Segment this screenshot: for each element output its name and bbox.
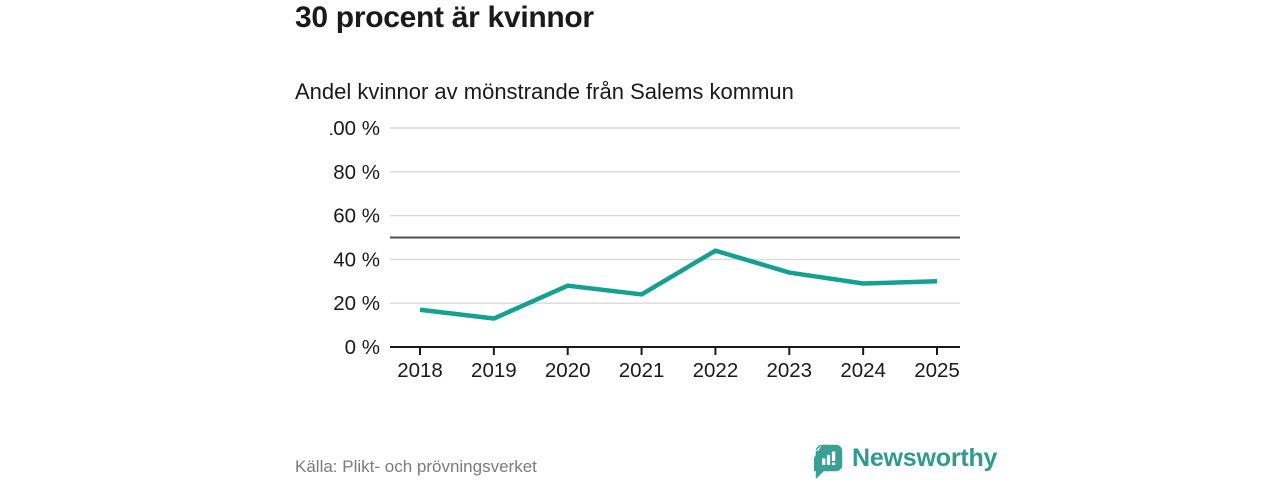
line-chart: 0 % 20 % 40 % 60 % 80 % 100 % 2018 2019 2020 2021… — [330, 117, 960, 382]
x-tick-label: 2019 — [471, 359, 517, 382]
newsworthy-wordmark: Newsworthy — [852, 444, 998, 472]
x-tick-label: 2025 — [914, 359, 960, 382]
x-tick-label: 2022 — [693, 359, 739, 382]
y-tick-label: 100 % — [330, 117, 380, 140]
chart-headline: 30 procent är kvinnor — [295, 1, 594, 34]
chart-subtitle: Andel kvinnor av mönstrande från Salems … — [295, 79, 794, 104]
source-attribution: Källa: Plikt- och prövningsverket — [295, 457, 537, 476]
x-tick-label: 2024 — [840, 359, 886, 382]
y-tick-label: 60 % — [333, 205, 380, 228]
x-tick-label: 2021 — [619, 359, 665, 382]
x-tick-label: 2020 — [545, 359, 591, 382]
x-tick-label: 2023 — [766, 359, 812, 382]
newsworthy-logo: Newsworthy — [814, 443, 997, 480]
x-tick-label: 2018 — [397, 359, 443, 382]
y-tick-label: 80 % — [333, 161, 380, 184]
bar-chart-speech-bubble-icon — [814, 444, 843, 480]
y-tick-label: 0 % — [345, 336, 380, 359]
data-line-andel-kvinnor — [419, 248, 938, 321]
y-tick-label: 40 % — [333, 248, 380, 271]
y-tick-label: 20 % — [333, 292, 380, 315]
